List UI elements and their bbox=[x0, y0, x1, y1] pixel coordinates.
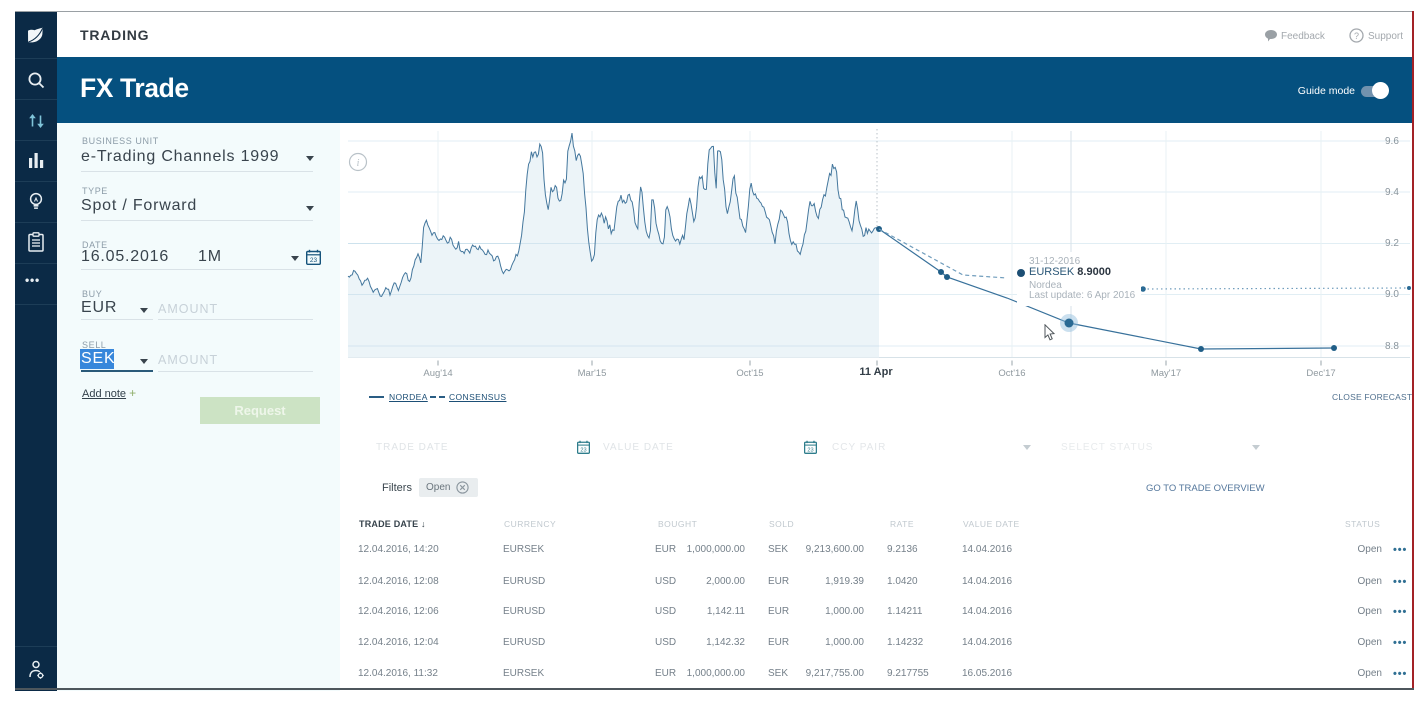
svg-text:23: 23 bbox=[580, 447, 586, 453]
svg-text:?: ? bbox=[1354, 31, 1359, 41]
svg-text:23: 23 bbox=[310, 257, 318, 264]
svg-text:i: i bbox=[357, 158, 360, 169]
svg-text:23: 23 bbox=[807, 447, 813, 453]
